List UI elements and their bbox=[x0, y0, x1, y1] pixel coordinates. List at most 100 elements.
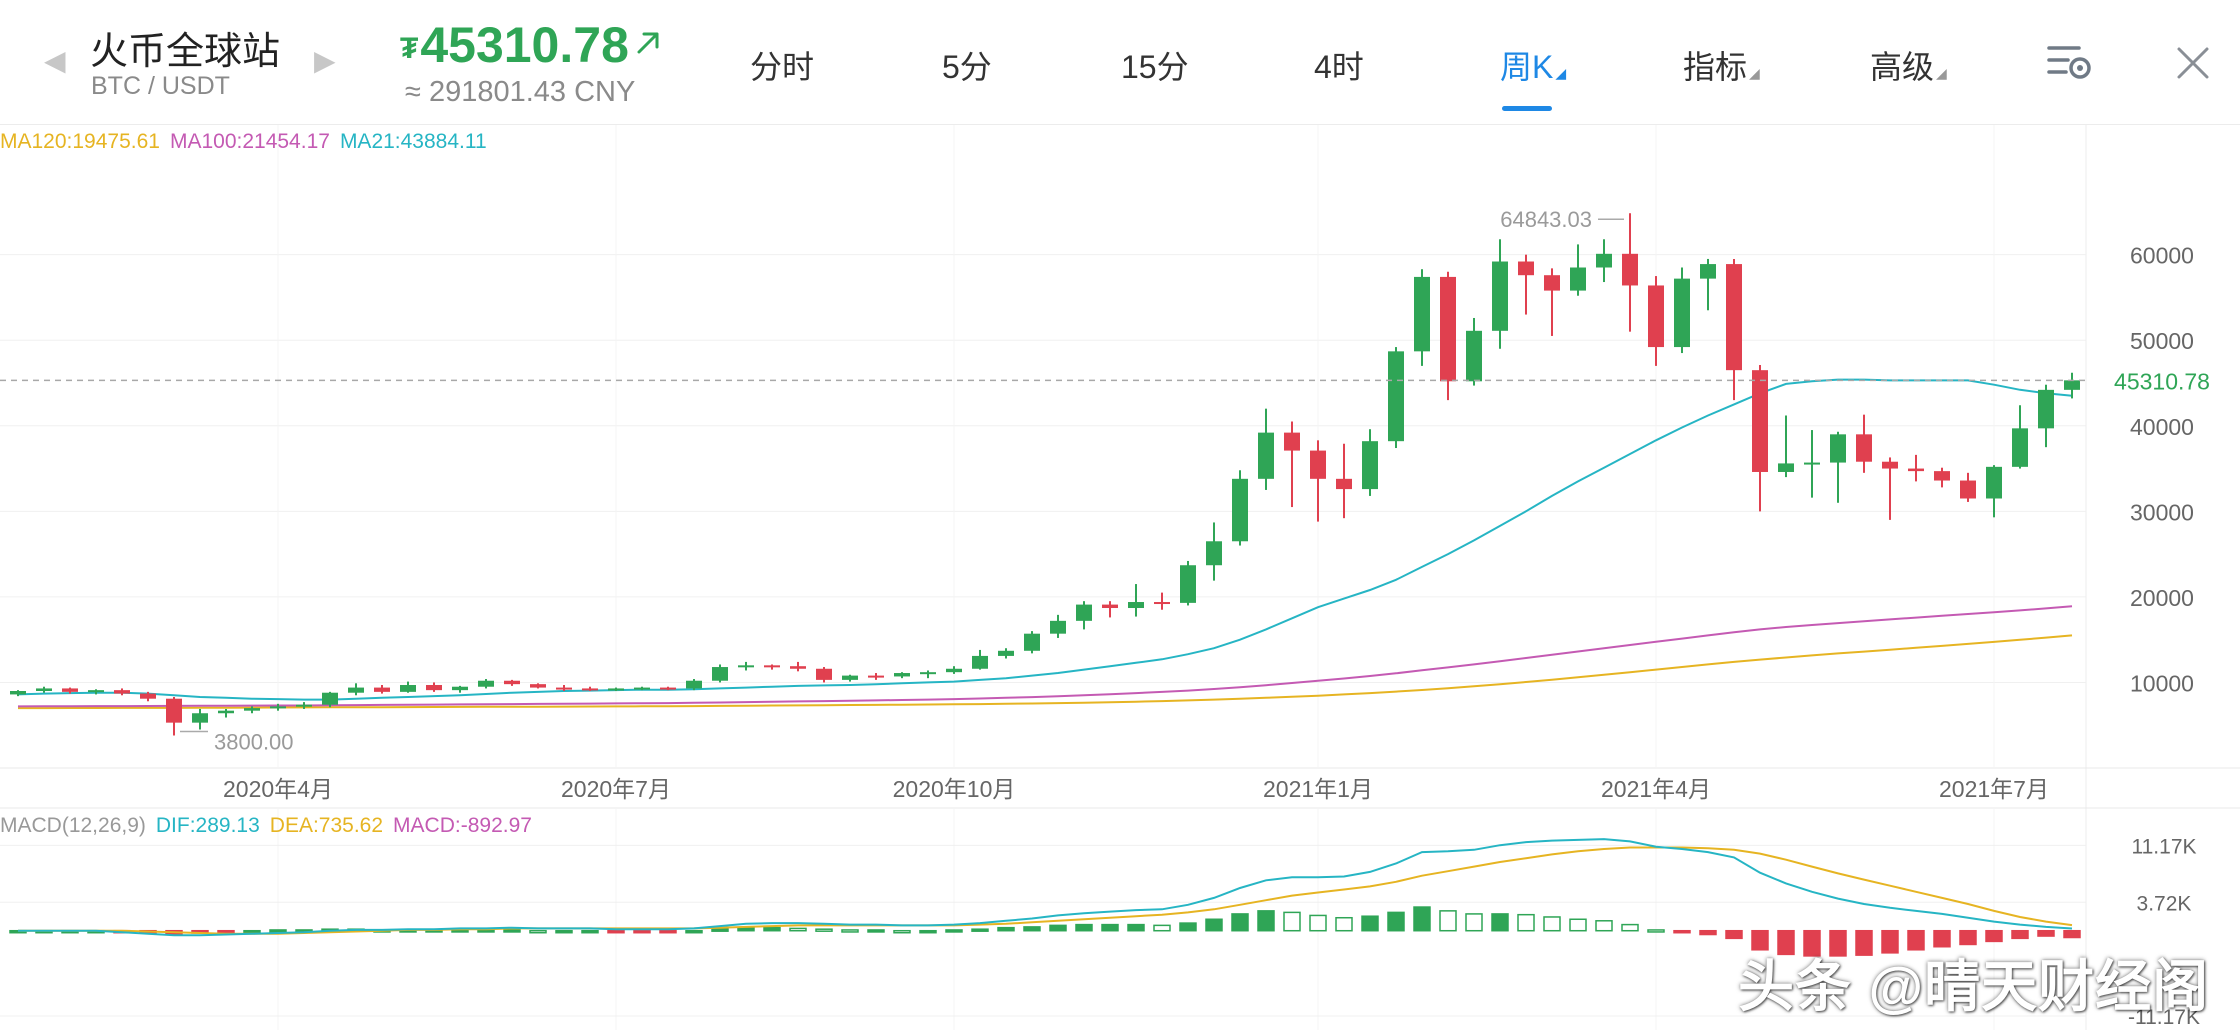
candle-body bbox=[738, 665, 754, 668]
candle bbox=[1622, 213, 1638, 332]
candle bbox=[556, 685, 572, 691]
ma100-line bbox=[17, 605, 2073, 708]
macd-bar bbox=[1751, 929, 1769, 951]
macd-bar bbox=[1101, 923, 1119, 932]
tab-advanced[interactable]: 高级 ◢ bbox=[1870, 42, 1947, 88]
tab-5min[interactable]: 5分 bbox=[942, 42, 992, 88]
chart-settings-icon[interactable] bbox=[2046, 42, 2094, 82]
tab-label: 分时 bbox=[750, 49, 815, 85]
close-icon[interactable] bbox=[2176, 46, 2210, 80]
candle bbox=[1154, 592, 1170, 610]
price-axis-label: 50000 bbox=[2130, 328, 2194, 354]
candle bbox=[1648, 276, 1664, 366]
macd-bar bbox=[763, 926, 781, 932]
candle-body bbox=[1518, 261, 1534, 276]
candle bbox=[1934, 467, 1950, 488]
candle-body bbox=[790, 666, 806, 669]
chart-grid bbox=[0, 125, 2240, 1030]
candle-body bbox=[478, 680, 494, 687]
candle bbox=[400, 681, 416, 693]
candle-body bbox=[920, 672, 936, 675]
tab-indicators[interactable]: 指标 ◢ bbox=[1683, 42, 1760, 88]
macd-bar bbox=[581, 929, 599, 934]
arrow-up-right-icon bbox=[637, 32, 659, 54]
candle-body bbox=[1596, 253, 1612, 268]
candle bbox=[1388, 347, 1404, 449]
tab-timeline[interactable]: 分时 bbox=[750, 42, 814, 88]
macd-bar bbox=[1205, 918, 1223, 932]
candle-body bbox=[36, 688, 52, 691]
candle bbox=[348, 683, 364, 696]
header-bar: ◀ 火币全球站 BTC / USDT ▶ ₮45310.78 ≈ 291801.… bbox=[0, 0, 2240, 124]
candle-body bbox=[556, 687, 572, 690]
macd-bar bbox=[2011, 929, 2029, 940]
macd-bar bbox=[1517, 913, 1535, 932]
candle-body bbox=[582, 688, 598, 691]
candle bbox=[1778, 415, 1794, 478]
candle bbox=[972, 649, 988, 670]
macd-bar bbox=[1543, 916, 1561, 932]
chevron-right-icon[interactable]: ▶ bbox=[314, 45, 336, 76]
candle-body bbox=[322, 692, 338, 705]
candle bbox=[1908, 454, 1924, 482]
legend-item: DEA:735.62 bbox=[270, 814, 383, 837]
macd-bar bbox=[243, 929, 261, 934]
candle bbox=[1128, 584, 1144, 617]
macd-bar bbox=[1569, 918, 1587, 932]
candle-body bbox=[192, 713, 208, 723]
candle bbox=[166, 696, 182, 736]
candle bbox=[1674, 267, 1690, 354]
chevron-left-icon[interactable]: ◀ bbox=[44, 45, 66, 76]
macd-dea-line bbox=[18, 846, 2073, 935]
candle-body bbox=[1180, 565, 1196, 603]
candle bbox=[868, 673, 884, 680]
dropdown-triangle-icon: ◢ bbox=[1936, 65, 1947, 81]
price-axis-label: 60000 bbox=[2130, 243, 2194, 269]
macd-bar bbox=[1725, 929, 1743, 940]
candle bbox=[764, 664, 780, 670]
candle bbox=[1206, 522, 1222, 581]
candle bbox=[1804, 430, 1820, 498]
candle-body bbox=[1986, 466, 2002, 499]
macd-legend: MACD(12,26,9) DIF:289.13 DEA:735.62 MACD:-8… bbox=[0, 814, 532, 837]
candle-body bbox=[686, 680, 702, 689]
legend-item: MA21:43884.11 bbox=[340, 130, 487, 153]
macd-bar bbox=[1075, 923, 1093, 932]
candle-body bbox=[1674, 278, 1690, 348]
pair-name[interactable]: 火币全球站 bbox=[90, 31, 281, 73]
candle-body bbox=[62, 688, 78, 692]
candle-body bbox=[374, 687, 390, 692]
macd-bar bbox=[893, 929, 911, 934]
candle-body bbox=[1960, 480, 1976, 499]
macd-bar bbox=[1387, 911, 1405, 932]
candle-body bbox=[1102, 604, 1118, 609]
candle-body bbox=[1544, 275, 1560, 291]
macd-axis-label: 3.72K bbox=[2137, 892, 2192, 915]
tab-label: 高级 bbox=[1870, 49, 1935, 85]
candle-body bbox=[1414, 276, 1430, 352]
candle bbox=[478, 679, 494, 689]
macd-bar bbox=[919, 929, 937, 934]
macd-bar bbox=[1413, 906, 1431, 932]
tab-4h[interactable]: 4时 bbox=[1314, 42, 1364, 88]
candle bbox=[62, 687, 78, 694]
candle bbox=[296, 702, 312, 709]
candle-body bbox=[1492, 261, 1508, 331]
macd-bar bbox=[1985, 929, 2003, 943]
candle-body bbox=[1882, 461, 1898, 469]
tab-label: 5分 bbox=[942, 49, 992, 85]
legend-item: DIF:289.13 bbox=[156, 814, 260, 837]
candle-body bbox=[1908, 468, 1924, 472]
macd-bar bbox=[529, 929, 547, 934]
tab-weekly[interactable]: 周K ◢ bbox=[1500, 42, 1566, 88]
macd-axis-label: -11.17K bbox=[2128, 1006, 2200, 1029]
candle-body bbox=[166, 698, 182, 723]
macd-bar bbox=[841, 929, 859, 933]
macd-bar bbox=[1153, 924, 1171, 932]
macd-bar bbox=[997, 926, 1015, 932]
tab-15min[interactable]: 15分 bbox=[1121, 42, 1189, 88]
candle bbox=[1076, 601, 1092, 630]
macd-bar bbox=[1283, 911, 1301, 932]
macd-dif-line bbox=[18, 838, 2073, 937]
